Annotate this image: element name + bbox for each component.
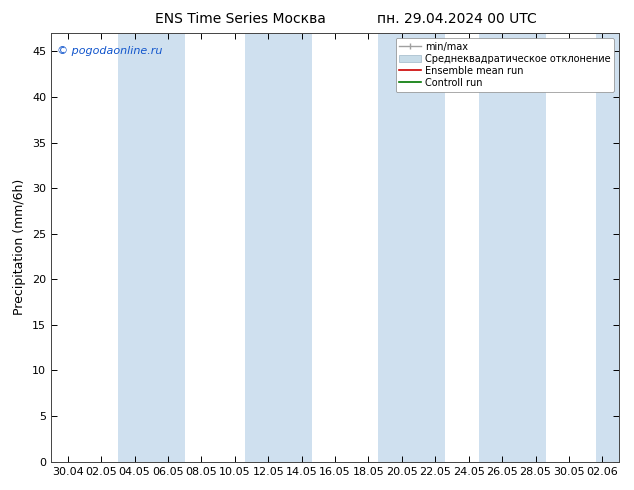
- Bar: [245, 33, 312, 462]
- Bar: [479, 33, 546, 462]
- Text: © pogodaonline.ru: © pogodaonline.ru: [56, 46, 162, 56]
- Legend: min/max, Среднеквадратическое отклонение, Ensemble mean run, Controll run: min/max, Среднеквадратическое отклонение…: [396, 38, 614, 92]
- Bar: [378, 33, 445, 462]
- Bar: [596, 33, 619, 462]
- Text: ENS Time Series Москва: ENS Time Series Москва: [155, 12, 327, 26]
- Bar: [118, 33, 184, 462]
- Y-axis label: Precipitation (mm/6h): Precipitation (mm/6h): [13, 179, 27, 316]
- Text: пн. 29.04.2024 00 UTC: пн. 29.04.2024 00 UTC: [377, 12, 536, 26]
